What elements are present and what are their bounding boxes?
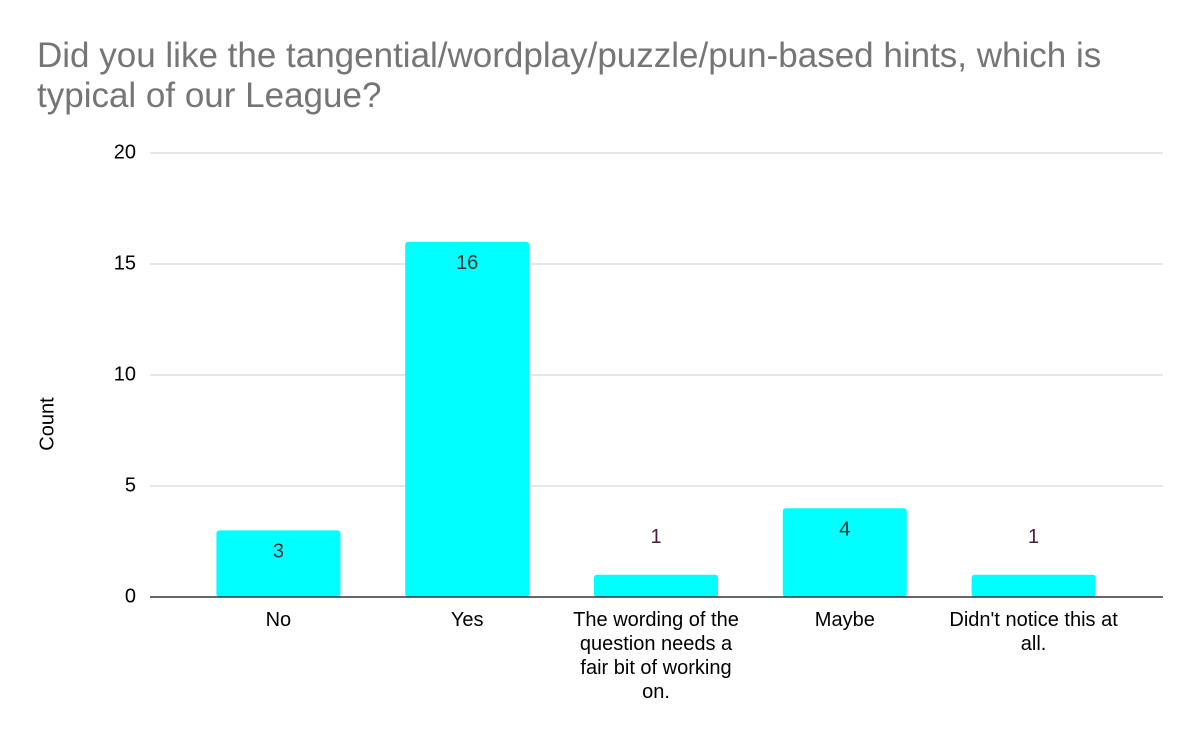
y-tick-label: 0 [125,585,136,607]
y-tick-label: 15 [114,252,136,274]
x-tick-label: Yes [450,609,484,631]
bar [782,508,907,597]
bar [594,574,718,597]
bar [971,574,1096,597]
y-tick-label: 20 [114,141,136,163]
y-axis-label: Count [36,397,58,451]
bar [405,241,530,598]
data-label: 1 [1028,526,1039,548]
x-tick-label: No [265,609,292,631]
y-tick-label: 5 [125,474,136,496]
chart-title: Did you like the tangential/wordplay/puz… [37,36,1102,115]
data-label: 3 [273,541,284,563]
y-tick-label: 10 [114,363,136,385]
bar [216,530,341,597]
data-label: 4 [839,518,850,540]
data-label: 1 [650,526,661,548]
data-label: 16 [456,252,478,274]
x-tick-label: The wording of the question needs a fair… [573,609,739,703]
x-tick-label: Maybe [814,609,875,631]
x-tick-label: Didn't notice this at all. [949,609,1118,655]
